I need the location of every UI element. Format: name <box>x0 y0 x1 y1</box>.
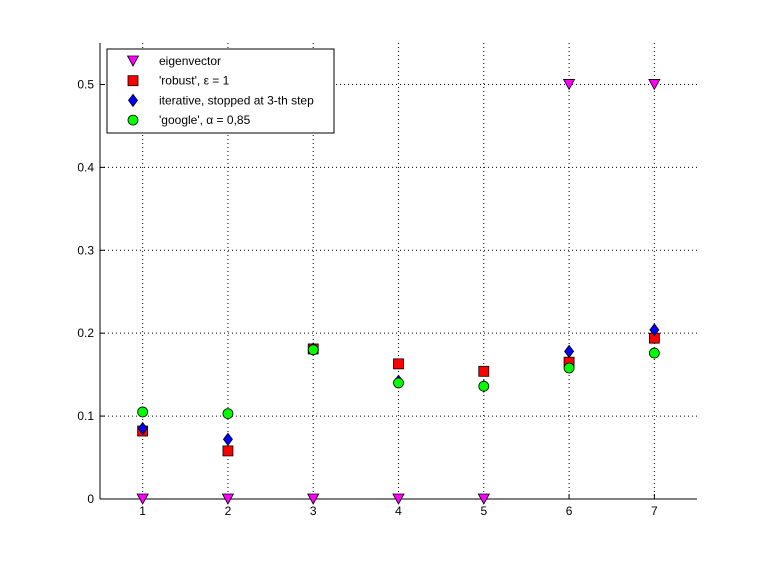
legend-box <box>106 48 335 134</box>
data-point <box>137 406 149 418</box>
x-tick-label: 6 <box>566 504 573 518</box>
data-point <box>221 493 235 505</box>
data-point <box>222 432 233 446</box>
data-point <box>477 493 490 505</box>
legend-marker <box>127 75 139 87</box>
y-tick-label: 0.5 <box>77 77 94 91</box>
data-point <box>307 344 319 356</box>
series-0-points <box>136 79 661 505</box>
data-points <box>136 79 661 505</box>
data-point <box>393 358 404 370</box>
legend-marker <box>127 114 139 126</box>
data-point <box>222 408 234 420</box>
data-point <box>392 493 405 505</box>
legend-label: eigenvector <box>159 54 221 68</box>
legend-marker <box>128 93 138 108</box>
legend: eigenvector 'robust', ε = 1 iterative, sto… <box>106 48 335 134</box>
data-point <box>562 79 576 91</box>
data-point <box>648 347 660 359</box>
data-point <box>564 344 575 359</box>
data-point <box>393 377 404 389</box>
legend-label: 'google', α = 0,85 <box>159 113 251 127</box>
data-point <box>649 323 660 337</box>
data-point <box>478 380 490 392</box>
x-tick-label: 1 <box>139 504 146 518</box>
x-tick-label: 5 <box>480 504 487 518</box>
data-point <box>307 493 320 505</box>
data-point <box>478 365 490 377</box>
data-point <box>222 445 234 457</box>
x-tick-label: 4 <box>395 504 402 518</box>
data-point <box>137 421 148 436</box>
data-point <box>136 493 149 505</box>
data-point <box>563 362 575 374</box>
series-3-points <box>137 344 660 420</box>
legend-label: 'robust', ε = 1 <box>159 74 230 88</box>
y-tick-label: 0.3 <box>77 243 94 257</box>
x-tick-label: 2 <box>225 504 232 518</box>
data-point <box>648 79 661 91</box>
legend-label: iterative, stopped at 3-th step <box>159 93 314 107</box>
legend-marker <box>126 55 140 67</box>
x-tick-label: 7 <box>651 504 658 518</box>
y-tick-label: 0.4 <box>77 160 94 174</box>
y-tick-label: 0.1 <box>77 409 94 423</box>
tick-labels: 1 2 3 4 5 6 7 0 0.1 0.2 0.3 0.4 0.5 <box>77 77 658 518</box>
y-tick-label: 0.2 <box>77 326 94 340</box>
y-tick-label: 0 <box>87 492 94 506</box>
x-tick-label: 3 <box>310 504 317 518</box>
